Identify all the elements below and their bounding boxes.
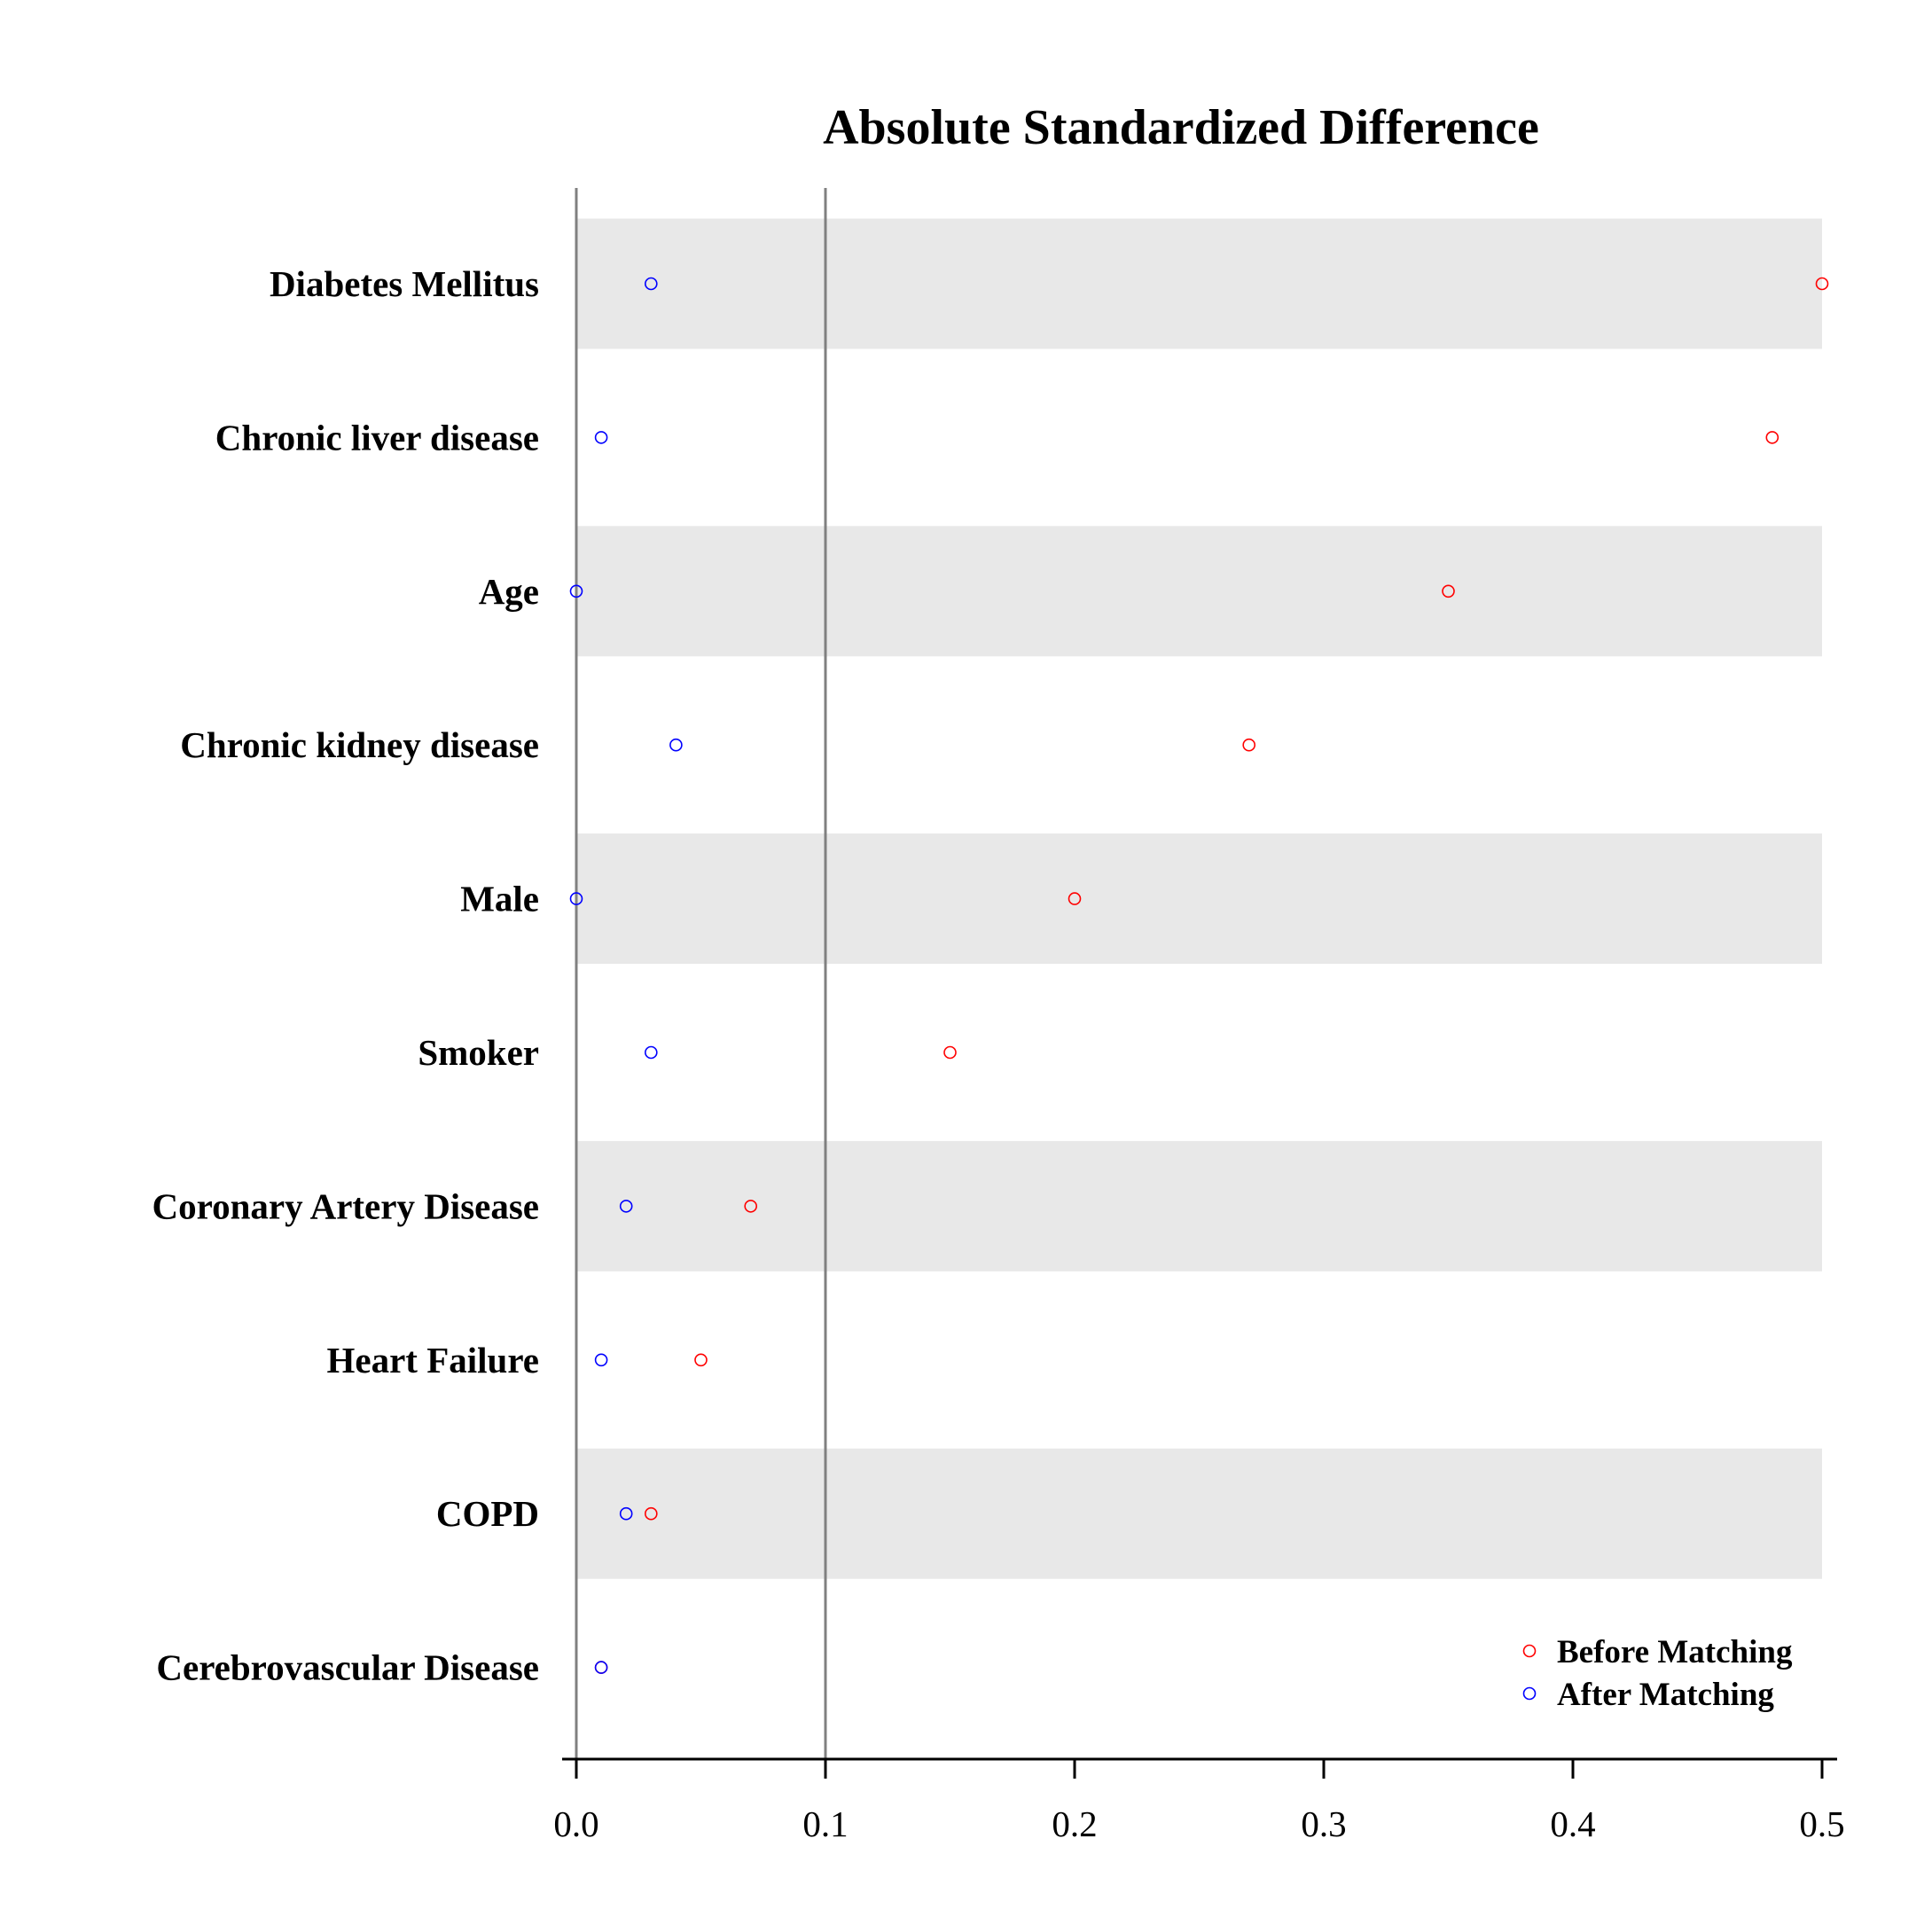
data-point-before-matching: [1815, 277, 1829, 291]
data-point-after-matching: [594, 1661, 608, 1674]
data-point-after-matching: [644, 277, 658, 291]
data-point-after-matching: [569, 584, 583, 598]
category-label: Cerebrovascular Disease: [156, 1647, 539, 1688]
row-band: [576, 1448, 1822, 1579]
category-label: Diabetes Mellitus: [270, 263, 539, 304]
data-point-after-matching: [594, 1353, 608, 1367]
category-label: Chronic kidney disease: [180, 724, 539, 765]
data-point-after-matching: [619, 1200, 633, 1213]
category-label: COPD: [436, 1493, 539, 1534]
data-point-before-matching: [1068, 892, 1082, 905]
category-label: Age: [479, 571, 539, 612]
x-tick-label: 0.5: [1799, 1803, 1844, 1844]
data-point-after-matching: [619, 1506, 633, 1521]
category-label: Male: [460, 879, 539, 919]
data-point-after-matching: [569, 892, 583, 905]
legend-label: After Matching: [1557, 1677, 1774, 1713]
data-point-after-matching: [594, 431, 608, 444]
category-label: Coronary Artery Disease: [153, 1185, 539, 1226]
row-band: [576, 526, 1822, 657]
legend-marker: [1522, 1644, 1537, 1658]
data-point-before-matching: [1765, 431, 1779, 444]
x-tick-label: 0.4: [1550, 1803, 1595, 1844]
legend: Before Matching After Matching: [1522, 1634, 1793, 1713]
x-tick-label: 0.1: [802, 1803, 848, 1844]
chart-title: Absolute Standardized Difference: [823, 100, 1539, 155]
category-label: Chronic liver disease: [215, 417, 539, 458]
data-point-after-matching: [669, 738, 683, 752]
x-tick-label: 0.0: [553, 1803, 598, 1844]
legend-label: Before Matching: [1557, 1634, 1793, 1670]
data-point-before-matching: [943, 1045, 957, 1060]
row-band: [576, 218, 1822, 349]
data-point-before-matching: [694, 1353, 708, 1367]
data-point-before-matching: [744, 1200, 758, 1213]
row-band: [576, 833, 1822, 965]
category-label: Smoker: [418, 1032, 539, 1073]
legend-marker: [1522, 1686, 1537, 1701]
data-point-before-matching: [644, 1506, 658, 1521]
row-band: [576, 1140, 1822, 1271]
x-tick-label: 0.2: [1052, 1803, 1097, 1844]
x-tick-label: 0.3: [1301, 1803, 1346, 1844]
data-point-after-matching: [644, 1045, 658, 1060]
data-point-before-matching: [1242, 738, 1255, 752]
category-label: Heart Failure: [327, 1340, 539, 1381]
data-point-before-matching: [1442, 584, 1455, 598]
